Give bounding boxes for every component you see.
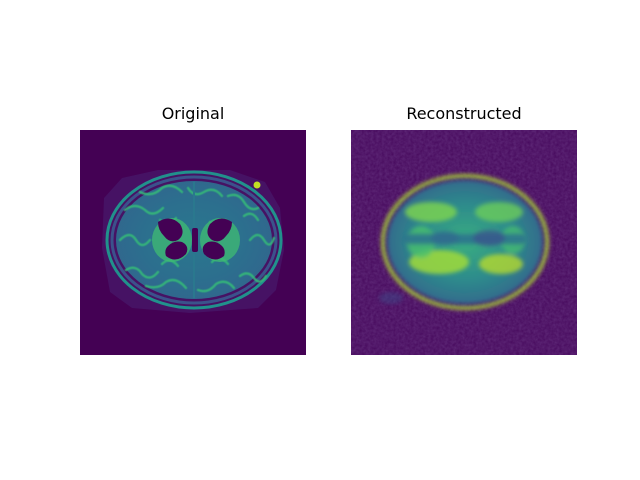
original-mri-image — [80, 130, 306, 355]
reconstructed-mri-image — [351, 130, 577, 355]
panel-title-reconstructed: Reconstructed — [406, 104, 522, 123]
marker-dot — [253, 181, 261, 189]
panel-title-original: Original — [161, 104, 225, 123]
reconstructed-skull-ring — [381, 174, 549, 310]
skull-ring — [105, 170, 283, 310]
